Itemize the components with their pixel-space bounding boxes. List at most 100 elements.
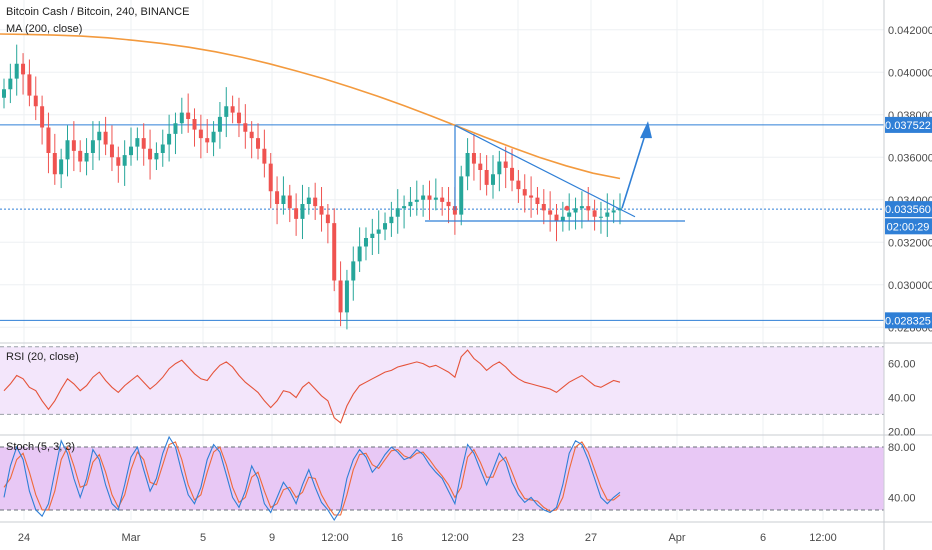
candle-body xyxy=(421,195,426,200)
x-tick-label: 12:00 xyxy=(441,532,469,544)
candle-body xyxy=(497,161,502,175)
rsi-tick-label: 20.00 xyxy=(888,426,916,438)
x-tick-label: 23 xyxy=(512,532,524,544)
x-tick-label: 16 xyxy=(391,532,403,544)
candle-body xyxy=(440,197,445,202)
grid-layer xyxy=(0,0,884,520)
price-tick-label: 0.030000 xyxy=(888,280,932,292)
rsi-legend: RSI (20, close) xyxy=(6,351,79,363)
candle-body xyxy=(148,148,153,160)
ma-200-line xyxy=(0,33,621,180)
candle-body xyxy=(40,106,45,128)
stoch-k-line xyxy=(3,435,621,522)
candle-body xyxy=(319,206,324,215)
candle-body xyxy=(300,204,305,219)
candle-body xyxy=(427,195,432,200)
candle-body xyxy=(351,261,356,281)
candle-body xyxy=(14,63,19,79)
ma-layer xyxy=(0,33,621,180)
candle-body xyxy=(529,195,534,198)
pane-fills xyxy=(0,346,884,511)
price-badge-label: 0.037522 xyxy=(885,120,931,132)
candle-body xyxy=(522,189,527,196)
stoch-tick-label: 40.00 xyxy=(888,492,916,504)
candle-body xyxy=(573,208,578,213)
candle-body xyxy=(446,201,451,207)
marker-dot xyxy=(564,205,570,211)
candle-body xyxy=(605,212,610,217)
price-badge-label: 0.028325 xyxy=(885,315,931,327)
x-tick-label: 27 xyxy=(585,532,597,544)
candle-body xyxy=(268,163,273,192)
candle-body xyxy=(344,280,349,313)
candle-body xyxy=(71,140,76,151)
candle-body xyxy=(395,208,400,217)
candle-body xyxy=(389,216,394,224)
price-badge-label: 02:00:29 xyxy=(887,221,930,233)
candle-body xyxy=(103,131,108,145)
candle-body xyxy=(21,63,26,75)
candle-body xyxy=(59,159,64,175)
candle-body xyxy=(46,127,51,153)
candle-body xyxy=(465,153,470,177)
candle-body xyxy=(84,153,89,162)
candle-body xyxy=(370,233,375,238)
candle-body xyxy=(179,112,184,124)
candle-body xyxy=(567,212,572,217)
candle-body xyxy=(236,112,241,124)
candle-body xyxy=(154,153,159,160)
x-tick-label: 12:00 xyxy=(321,532,349,544)
candle-body xyxy=(503,161,508,168)
candle-body xyxy=(402,206,407,209)
rsi-band-fill xyxy=(0,346,884,415)
price-tick-label: 0.042000 xyxy=(888,25,932,37)
x-tick-label: Apr xyxy=(668,532,685,544)
candle-body xyxy=(8,78,13,90)
stoch-tick-label: 80.00 xyxy=(888,442,916,454)
candle-body xyxy=(65,140,70,160)
candle-body xyxy=(205,138,210,143)
rsi-line xyxy=(3,349,621,424)
candle-body xyxy=(192,119,197,130)
candle-body xyxy=(338,280,343,313)
candle-body xyxy=(211,131,216,143)
candle-body xyxy=(433,197,438,200)
candle-body xyxy=(160,144,165,153)
price-badge xyxy=(885,312,932,329)
price-badges: 0.037522 0.033560 02:00:29 0.028325 xyxy=(885,116,932,329)
candle-body xyxy=(122,155,127,166)
x-tick-label: Mar xyxy=(122,532,141,544)
candle-body xyxy=(249,131,254,139)
triangle-upper-line xyxy=(454,124,636,218)
candle-body xyxy=(256,138,261,149)
x-tick-label: 5 xyxy=(200,532,206,544)
candle-body xyxy=(611,210,616,213)
price-badge xyxy=(885,116,932,133)
x-tick-label: 24 xyxy=(18,532,30,544)
candle-body xyxy=(116,157,121,166)
candle-body xyxy=(27,74,32,96)
candle-body xyxy=(294,208,299,219)
stoch-legend: Stoch (5, 3, 3) xyxy=(6,441,76,453)
candle-body xyxy=(586,206,591,211)
candle-body xyxy=(598,216,603,218)
candle-body xyxy=(592,210,597,217)
candle-body xyxy=(357,246,362,262)
x-tick-label: 6 xyxy=(760,532,766,544)
breakout-arrow-head xyxy=(640,121,652,139)
candle-body xyxy=(541,204,546,211)
candle-body xyxy=(459,176,464,215)
candle-body xyxy=(97,131,102,141)
candle-body xyxy=(478,163,483,170)
candle-body xyxy=(129,146,134,156)
rsi-tick-label: 40.00 xyxy=(888,392,916,404)
candle-body xyxy=(135,138,140,147)
symbol-title: Bitcoin Cash / Bitcoin, 240, BINANCE xyxy=(6,6,190,18)
candle-body xyxy=(408,201,413,207)
candle-body xyxy=(363,238,368,247)
candle-body xyxy=(325,214,330,224)
x-tick-label: 12:00 xyxy=(809,532,837,544)
candle-body xyxy=(78,150,83,162)
candle-body xyxy=(33,95,38,107)
price-badge xyxy=(885,218,932,235)
